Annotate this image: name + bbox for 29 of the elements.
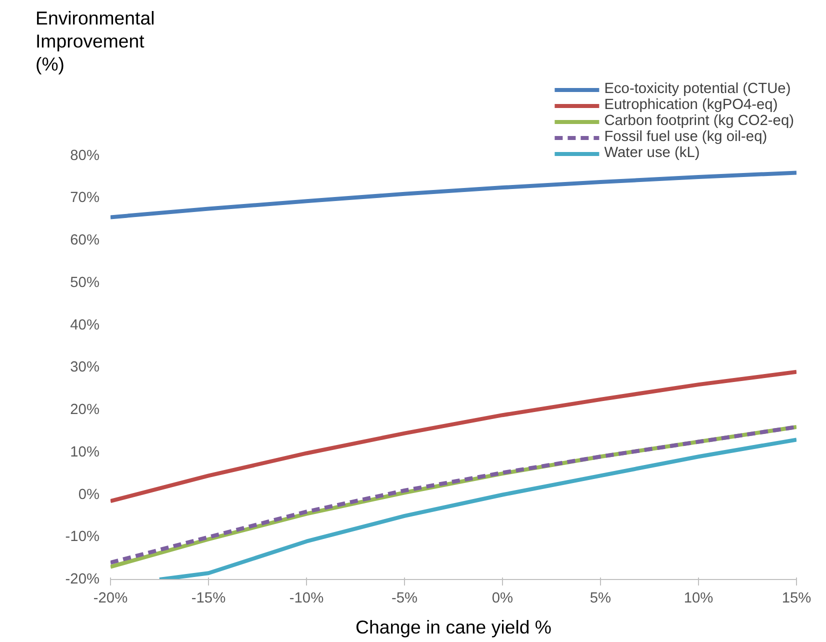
y-tick-label: 80% — [70, 148, 100, 164]
y-tick-label: 60% — [70, 232, 100, 249]
legend-label: Eco-toxicity potential (CTUe) — [604, 81, 791, 97]
legend-label: Water use (kL) — [604, 145, 700, 161]
y-tick-label: 40% — [70, 317, 100, 334]
x-tick-label: -15% — [191, 590, 226, 606]
y-tick-label: 20% — [70, 402, 100, 418]
x-tick-label: 0% — [492, 590, 514, 606]
x-tick-label: -5% — [391, 590, 418, 606]
line-series — [110, 170, 796, 220]
legend-label: Eutrophication (kgPO4-eq) — [604, 97, 778, 113]
x-axis-title: Change in cane yield % — [355, 616, 552, 638]
legend-label: Carbon footprint (kg CO2-eq) — [604, 113, 794, 129]
y-tick-label: -20% — [65, 572, 100, 588]
y-tick-label: 70% — [70, 190, 100, 206]
x-tick-label: 10% — [684, 590, 714, 606]
legend-label: Fossil fuel use (kg oil-eq) — [604, 129, 768, 145]
y-tick-label: 0% — [78, 486, 100, 503]
x-tick-label: -20% — [93, 590, 128, 606]
x-tick-label: -10% — [289, 590, 324, 606]
y-tick-label: -10% — [65, 529, 100, 546]
line-series — [158, 438, 796, 580]
line-series — [110, 370, 796, 504]
y-tick-label: 10% — [70, 444, 100, 460]
x-tick-label: 15% — [782, 590, 812, 606]
y-tick-label: 50% — [70, 274, 100, 291]
y-axis-title: Environmental Improvement (%) — [36, 7, 155, 74]
y-tick-label: 30% — [70, 360, 100, 376]
x-tick-label: 5% — [590, 590, 612, 606]
